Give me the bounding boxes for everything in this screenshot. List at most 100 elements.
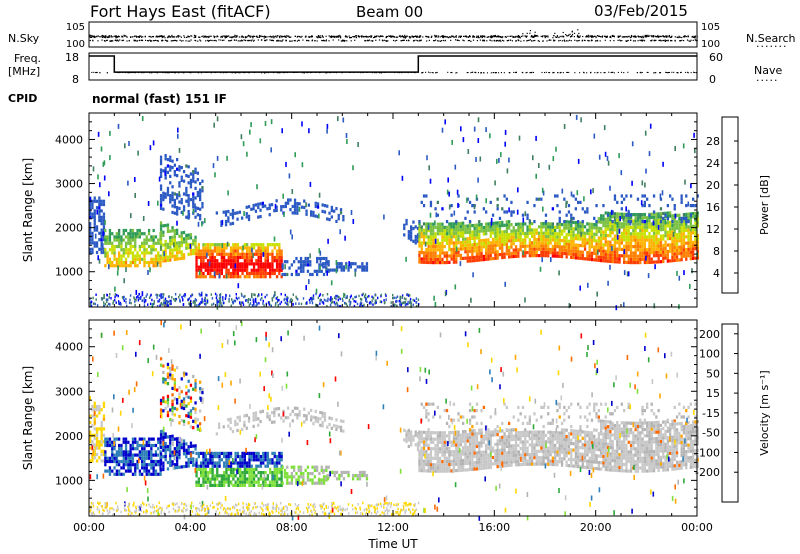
power-ground-echo xyxy=(126,304,128,308)
power-echo-cell xyxy=(491,225,495,229)
power-ground-echo xyxy=(273,294,275,297)
power-echo-cell xyxy=(613,197,617,201)
power-sparse-echo xyxy=(477,117,480,123)
nsky-point xyxy=(475,36,478,38)
nave-point xyxy=(278,71,280,73)
nsky-point xyxy=(591,35,594,38)
nsearch-point xyxy=(578,39,580,42)
nsky-point xyxy=(557,36,559,38)
power-echo-cell xyxy=(273,243,276,247)
nsky-point xyxy=(513,36,515,38)
power-echo-cell xyxy=(629,235,633,239)
power-sparse-echo xyxy=(108,191,110,197)
power-echo-cell xyxy=(262,243,265,247)
nave-point xyxy=(545,71,547,73)
nsearch-point xyxy=(306,39,308,42)
power-echo-cell xyxy=(241,268,244,272)
power-echo-cell xyxy=(494,243,497,248)
power-echo-cell xyxy=(100,218,103,223)
power-echo-cell xyxy=(537,244,541,248)
power-sparse-echo xyxy=(116,270,119,276)
power-echo-cell xyxy=(692,256,695,260)
power-echo-cell xyxy=(182,170,186,174)
power-echo-cell xyxy=(604,259,607,263)
power-echo-cell xyxy=(496,256,499,260)
power-echo-cell xyxy=(445,232,449,236)
power-echo-cell xyxy=(124,264,128,268)
power-sparse-echo xyxy=(135,289,138,295)
power-echo-cell xyxy=(414,234,417,239)
power-echo-cell xyxy=(278,265,281,269)
power-ground-echo xyxy=(353,299,355,303)
power-echo-cell xyxy=(425,194,428,198)
power-echo-cell xyxy=(100,228,103,232)
power-echo-cell xyxy=(220,249,223,253)
power-echo-cell xyxy=(422,231,426,236)
power-echo-cell xyxy=(450,238,453,242)
power-ground-echo xyxy=(190,303,192,306)
nsky-point xyxy=(597,35,599,37)
power-ground-echo xyxy=(286,295,288,299)
power-echo-cell xyxy=(89,215,92,219)
nsky-point xyxy=(677,37,679,39)
power-echo-cell xyxy=(510,255,513,259)
power-echo-cell xyxy=(441,232,444,236)
power-echo-cell xyxy=(136,257,139,261)
power-echo-cell xyxy=(213,265,217,269)
power-echo-cell xyxy=(171,194,174,198)
nsearch-point xyxy=(554,39,556,41)
nsky-point xyxy=(486,36,488,38)
power-echo-cell xyxy=(609,211,612,215)
power-echo-cell xyxy=(482,258,485,262)
power-echo-cell xyxy=(157,251,160,255)
nave-point xyxy=(116,71,118,73)
power-sparse-echo xyxy=(94,233,97,239)
power-echo-cell xyxy=(122,264,125,268)
power-echo-cell xyxy=(662,259,665,264)
power-echo-cell xyxy=(636,213,640,217)
power-echo-cell xyxy=(247,217,251,222)
power-sparse-echo xyxy=(647,273,650,279)
power-echo-cell xyxy=(335,207,338,211)
power-echo-cell xyxy=(91,215,94,219)
nsky-point xyxy=(161,35,163,37)
power-echo-cell xyxy=(666,221,669,225)
power-echo-cell xyxy=(629,254,633,258)
power-echo-cell xyxy=(602,220,605,224)
power-echo-cell xyxy=(501,233,504,237)
power-echo-cell xyxy=(673,242,676,246)
nsky-point xyxy=(555,36,557,38)
nave-point xyxy=(315,71,317,73)
power-echo-cell xyxy=(204,255,207,260)
power-echo-cell xyxy=(687,231,690,235)
power-echo-cell xyxy=(692,228,695,232)
power-echo-cell xyxy=(535,197,538,201)
power-echo-cell xyxy=(434,254,437,258)
power-sparse-echo xyxy=(661,190,664,196)
power-echo-cell xyxy=(439,248,442,252)
nsky-point xyxy=(452,35,454,37)
nsearch-point xyxy=(502,39,504,41)
power-echo-cell xyxy=(202,246,205,250)
power-echo-cell xyxy=(510,232,513,236)
nave-point xyxy=(470,72,472,74)
power-echo-cell xyxy=(297,260,300,264)
power-echo-cell xyxy=(662,234,665,238)
nsky-point xyxy=(252,37,254,39)
power-echo-cell xyxy=(209,268,212,272)
power-echo-cell xyxy=(275,275,279,279)
power-echo-cell xyxy=(159,194,163,198)
power-sparse-echo xyxy=(570,191,573,197)
nsky-point xyxy=(396,36,399,38)
power-sparse-echo xyxy=(97,255,99,261)
power-echo-cell xyxy=(540,234,543,238)
power-echo-cell xyxy=(445,228,449,233)
power-echo-cell xyxy=(316,205,320,209)
power-echo-cell xyxy=(606,243,610,247)
power-sparse-echo xyxy=(424,241,427,247)
power-echo-cell xyxy=(450,257,453,261)
power-echo-cell xyxy=(445,225,449,229)
power-echo-cell xyxy=(176,241,179,245)
power-echo-cell xyxy=(549,222,552,226)
nsearch-point xyxy=(664,39,666,41)
